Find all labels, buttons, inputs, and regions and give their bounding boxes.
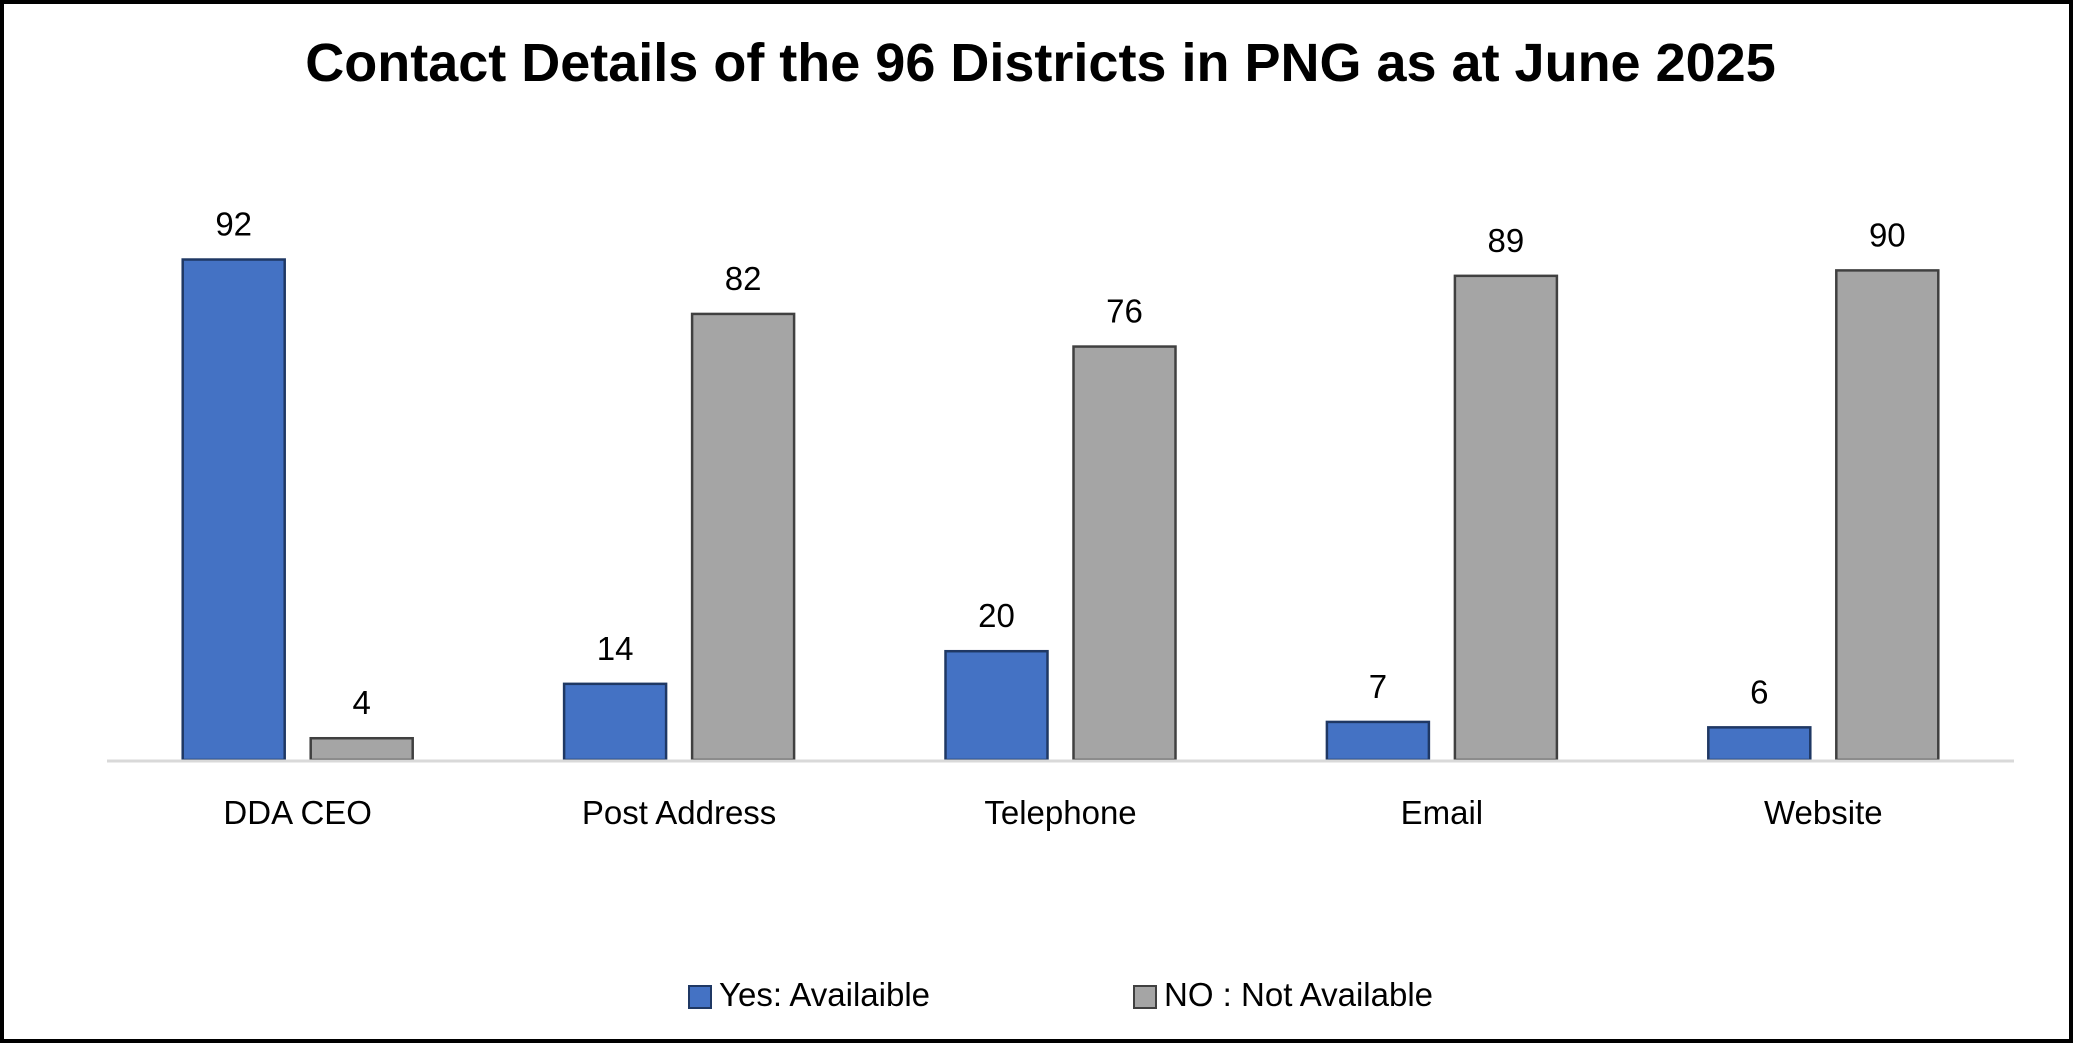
data-label-dda-ceo-series-1: 92	[215, 206, 252, 243]
data-label-website-series-1: 6	[1750, 673, 1768, 710]
chart-title: Contact Details of the 96 Districts in P…	[305, 33, 1776, 93]
category-label-email: Email	[1401, 794, 1484, 831]
bar-telephone-series-1	[944, 649, 1049, 762]
data-label-website-series-2: 90	[1869, 216, 1906, 253]
bar-dda-ceo-series-2	[309, 736, 414, 762]
data-label-post-address-series-1: 14	[597, 630, 634, 667]
legend-label-series-1: Yes: Availaible	[719, 976, 930, 1013]
category-label-dda-ceo: DDA CEO	[223, 794, 372, 831]
bar-website-series-1	[1707, 726, 1812, 762]
bar-website-series-2	[1835, 269, 1940, 762]
bar-post-address-series-1	[562, 682, 668, 762]
bars-layer	[181, 258, 1940, 762]
legend-swatch-series-2	[1133, 985, 1157, 1009]
bar-post-address-series-2	[690, 312, 796, 762]
bar-email-series-1	[1325, 720, 1431, 762]
chart-plot: 92 4 14 82 20 76 7 89 6 90 DDA CEO Post Address Tel…	[107, 206, 2014, 1013]
data-label-post-address-series-2: 82	[725, 260, 762, 297]
data-label-telephone-series-1: 20	[978, 597, 1015, 634]
bar-email-series-2	[1453, 274, 1559, 762]
data-labels-layer: 92 4 14 82 20 76 7 89 6 90	[215, 206, 1905, 722]
legend-swatch-series-1	[688, 985, 712, 1009]
legend-label-series-2: NO : Not Available	[1164, 976, 1433, 1013]
data-label-telephone-series-2: 76	[1106, 293, 1143, 330]
data-label-email-series-1: 7	[1369, 668, 1387, 705]
bar-telephone-series-2	[1072, 345, 1177, 762]
axis-layer: DDA CEO Post Address Telephone Email Website	[107, 759, 2014, 831]
category-label-post-address: Post Address	[582, 794, 776, 831]
data-label-dda-ceo-series-2: 4	[353, 684, 371, 721]
legend: Yes: Availaible NO : Not Available	[688, 976, 1433, 1013]
category-label-telephone: Telephone	[984, 794, 1136, 831]
data-label-email-series-2: 89	[1488, 222, 1525, 259]
bar-dda-ceo-series-1	[181, 258, 286, 762]
category-label-website: Website	[1764, 794, 1883, 831]
